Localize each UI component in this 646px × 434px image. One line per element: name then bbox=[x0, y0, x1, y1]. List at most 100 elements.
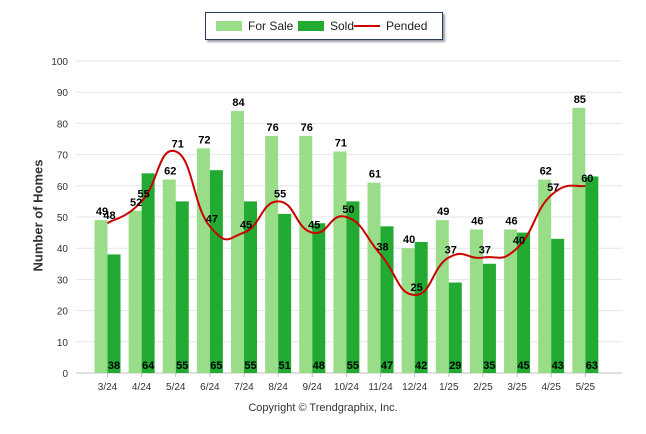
bar-for-sale bbox=[333, 151, 347, 373]
legend-label-for-sale: For Sale bbox=[248, 19, 294, 33]
label-for-sale: 76 bbox=[267, 122, 279, 134]
y-tick-label: 40 bbox=[57, 244, 69, 255]
label-sold: 42 bbox=[415, 360, 427, 372]
bar-for-sale bbox=[401, 248, 415, 373]
legend-item-for-sale[interactable]: For Sale bbox=[216, 13, 293, 39]
label-pended: 45 bbox=[240, 220, 252, 232]
label-pended: 71 bbox=[172, 138, 184, 150]
label-pended: 55 bbox=[138, 188, 150, 200]
label-for-sale: 84 bbox=[232, 97, 245, 109]
label-pended: 45 bbox=[308, 220, 320, 232]
bar-sold bbox=[448, 282, 462, 373]
label-pended: 40 bbox=[513, 235, 525, 247]
x-tick-label: 3/25 bbox=[507, 382, 527, 393]
legend-label-sold: Sold bbox=[330, 19, 355, 33]
x-tick-label: 3/24 bbox=[98, 382, 118, 393]
bar-sold bbox=[244, 201, 258, 373]
bar-for-sale bbox=[231, 110, 245, 374]
bar-sold bbox=[278, 213, 292, 373]
label-for-sale: 40 bbox=[403, 234, 415, 246]
label-pended: 48 bbox=[103, 210, 115, 222]
label-pended: 57 bbox=[547, 182, 559, 194]
y-tick-label: 80 bbox=[57, 119, 69, 130]
label-pended: 37 bbox=[445, 245, 457, 257]
x-tick-label: 4/24 bbox=[132, 382, 152, 393]
bar-for-sale bbox=[367, 182, 381, 373]
legend-swatch-sold bbox=[298, 21, 324, 31]
x-tick-label: 12/24 bbox=[402, 382, 427, 393]
label-sold: 29 bbox=[449, 360, 461, 372]
label-pended: 37 bbox=[479, 245, 491, 257]
y-tick-label: 20 bbox=[57, 307, 69, 318]
bar-sold bbox=[380, 226, 394, 373]
label-for-sale: 72 bbox=[198, 134, 210, 146]
bar-for-sale bbox=[128, 210, 142, 373]
label-pended: 38 bbox=[376, 241, 388, 253]
bar-sold bbox=[209, 170, 223, 373]
label-sold: 43 bbox=[552, 360, 564, 372]
legend-label-pended: Pended bbox=[386, 19, 428, 33]
bar-for-sale bbox=[162, 179, 176, 373]
y-tick-label: 0 bbox=[62, 369, 68, 380]
y-tick-label: 30 bbox=[57, 275, 69, 286]
bar-for-sale bbox=[435, 220, 449, 373]
label-for-sale: 71 bbox=[335, 137, 347, 149]
x-tick-label: 1/25 bbox=[439, 382, 459, 393]
legend-item-pended[interactable]: Pended bbox=[354, 13, 427, 39]
bar-sold bbox=[551, 238, 565, 373]
bar-sold bbox=[175, 201, 189, 373]
x-tick-label: 7/24 bbox=[234, 382, 254, 393]
legend: For Sale Sold Pended bbox=[205, 12, 443, 40]
label-sold: 65 bbox=[210, 360, 222, 372]
label-for-sale: 49 bbox=[437, 206, 449, 218]
bar-sold bbox=[107, 254, 121, 373]
x-tick-label: 6/24 bbox=[200, 382, 220, 393]
label-pended: 47 bbox=[206, 213, 218, 225]
label-pended: 55 bbox=[274, 188, 286, 200]
y-axis-label: Number of Homes bbox=[30, 159, 46, 272]
bar-for-sale bbox=[94, 220, 108, 373]
x-tick-label: 2/25 bbox=[473, 382, 493, 393]
bar-sold bbox=[482, 263, 496, 373]
x-tick-label: 5/25 bbox=[576, 382, 596, 393]
bar-for-sale bbox=[504, 229, 518, 373]
label-for-sale: 46 bbox=[471, 215, 483, 227]
label-pended: 60 bbox=[581, 173, 593, 185]
label-for-sale: 85 bbox=[574, 94, 586, 106]
legend-item-sold[interactable]: Sold bbox=[298, 13, 354, 39]
label-sold: 45 bbox=[517, 360, 529, 372]
label-sold: 55 bbox=[244, 360, 256, 372]
bar-for-sale bbox=[299, 135, 313, 373]
bar-sold bbox=[312, 223, 326, 373]
x-tick-label: 5/24 bbox=[166, 382, 186, 393]
bar-sold bbox=[517, 232, 531, 373]
bar-sold bbox=[346, 201, 360, 373]
y-tick-label: 60 bbox=[57, 182, 69, 193]
y-tick-label: 10 bbox=[57, 338, 69, 349]
bar-sold bbox=[141, 173, 155, 373]
legend-swatch-pended bbox=[354, 25, 380, 27]
label-sold: 55 bbox=[347, 360, 359, 372]
x-tick-label: 4/25 bbox=[541, 382, 561, 393]
bar-sold bbox=[414, 241, 428, 373]
label-sold: 51 bbox=[279, 360, 291, 372]
label-sold: 38 bbox=[108, 360, 120, 372]
y-tick-label: 70 bbox=[57, 151, 69, 162]
label-pended: 25 bbox=[411, 282, 423, 294]
y-tick-label: 90 bbox=[57, 88, 69, 99]
label-sold: 64 bbox=[142, 360, 155, 372]
bar-for-sale bbox=[572, 107, 586, 374]
line-pended bbox=[106, 149, 586, 297]
legend-swatch-for-sale bbox=[216, 21, 242, 31]
label-sold: 63 bbox=[586, 360, 598, 372]
bar-for-sale bbox=[265, 135, 279, 373]
x-tick-label: 8/24 bbox=[268, 382, 288, 393]
bar-for-sale bbox=[538, 179, 552, 373]
label-for-sale: 49 bbox=[96, 206, 108, 218]
label-for-sale: 76 bbox=[301, 122, 313, 134]
label-sold: 47 bbox=[381, 360, 393, 372]
label-pended: 50 bbox=[342, 204, 354, 216]
copyright-text: Copyright © Trendgraphix, Inc. bbox=[248, 402, 398, 414]
label-sold: 35 bbox=[483, 360, 495, 372]
